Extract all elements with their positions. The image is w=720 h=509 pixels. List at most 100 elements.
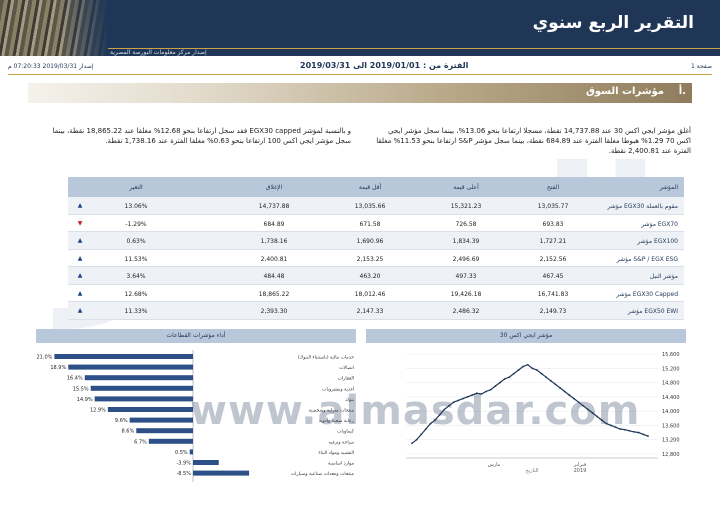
sector-bar (94, 396, 193, 402)
egx30-data-point (489, 388, 492, 391)
banner-divider (108, 48, 720, 49)
egx30-data-point (554, 383, 557, 386)
sector-category-label: التشييد ومواد البناء (318, 451, 354, 456)
open-value: 693.83 (542, 220, 564, 228)
table-body: مؤشر EGX30 مقوم بالعملة 13,035.77 15,321.2… (68, 197, 684, 320)
sector-category-label: منتجات منزلية وشخصية (309, 409, 355, 414)
sector-value-label: -3.9% (176, 461, 191, 467)
egx30-data-point (438, 413, 441, 416)
egx30-data-point (559, 387, 561, 389)
sector-value-label: 9.6% (115, 418, 128, 424)
high-value: 1,834.39 (452, 238, 480, 245)
arrow-up-icon: ▲ (77, 272, 83, 279)
arrow-down-icon: ▼ (77, 219, 83, 227)
sector-value-label: 0.5% (175, 450, 188, 456)
egx30-data-point (582, 404, 585, 407)
egx30-data-point (623, 428, 626, 431)
sector-value-label: 8.6% (122, 429, 135, 435)
table-row: مؤشر EGX30 مقوم بالعملة 13,035.77 15,321.2… (68, 197, 684, 215)
arrow-up-icon: ▲ (77, 254, 83, 262)
section-header: أ. مؤشرات السوق (28, 83, 692, 103)
egx30-data-point (499, 381, 501, 384)
egx30-data-point (443, 408, 446, 411)
egx30-data-point (605, 422, 608, 425)
sector-category-label: أغذية ومشروبات (322, 385, 355, 392)
report-period: الفترة من : 2019/01/01 الى 2019/03/31 (300, 61, 469, 70)
indices-table: المؤشر الفتح أعلى قيمة أقل قيمة الإغلاق … (68, 177, 684, 320)
sector-bar (90, 385, 193, 391)
col-header-change: التغير (129, 184, 143, 191)
y-tick-label: 13,200 (662, 438, 680, 444)
banner-photo (0, 0, 108, 56)
egx30-data-point (411, 442, 413, 445)
sector-bar-chart: 21.0% خدمات مالية (باستثناء البنوك) 18.9% ا… (36, 346, 356, 486)
low-value: 463.20 (359, 273, 381, 280)
report-meta: صفحة 1 الفترة من : 2019/01/01 الى 2019/0… (0, 60, 720, 72)
x-tick-label: مارس (488, 462, 501, 468)
sector-bar-chart-svg: 21.0% خدمات مالية (باستثناء البنوك) 18.9% ا… (37, 350, 355, 482)
x-axis-title: التاريخ (526, 468, 539, 474)
close-value: 484.48 (263, 273, 285, 280)
close-value: 18,865.22 (258, 290, 290, 298)
col-header-close: الإغلاق (265, 184, 283, 191)
egx30-data-point (415, 438, 418, 441)
index-name: مؤشر EGX70 (641, 220, 678, 228)
sector-value-label: 21.0% (37, 355, 53, 361)
open-value: 2,152.56 (539, 255, 567, 263)
index-name: مؤشر النيل (649, 273, 678, 280)
low-value: 18,012.46 (354, 290, 386, 298)
sector-value-label: 15.5% (73, 386, 89, 392)
high-value: 2,496.69 (452, 255, 480, 263)
y-tick-label: 14,400 (662, 395, 680, 401)
open-value: 1,727.21 (539, 238, 567, 245)
change-value: 11.53% (124, 255, 148, 263)
sector-bar (107, 407, 193, 412)
low-value: 671.58 (359, 220, 381, 228)
egx30-data-point (462, 397, 464, 400)
report-title: التقرير الربع سنوي (532, 13, 694, 33)
sector-value-label: 14.9% (77, 397, 93, 403)
low-value: 2,153.25 (356, 255, 384, 263)
egx30-data-point (642, 433, 645, 436)
table-row: مؤشر EGX100 1,727.21 1,834.39 1,690.96 1,738… (68, 232, 684, 250)
close-value: 2,400.81 (260, 255, 288, 263)
egx30-data-point (633, 430, 636, 433)
y-tick-label: 14,800 (662, 381, 680, 387)
egx30-line-chart: 15,600 15,200 14,800 14,400 14,000 13,600 13,2… (366, 346, 686, 476)
egx30-data-point (494, 385, 497, 388)
arrow-up-icon: ▲ (77, 237, 83, 244)
sector-bar (129, 417, 193, 423)
egx30-data-point (614, 426, 617, 429)
sector-category-label: كيماويات (337, 429, 355, 435)
y-tick-label: 15,600 (662, 352, 680, 358)
y-tick-label: 14,000 (662, 409, 680, 415)
index-name: مؤشر EGX50 EWI (627, 308, 678, 315)
summary-paragraph-left: و بالنسبة لمؤشر EGX30 capped فقد سجل ارت… (52, 127, 351, 145)
change-value: 13.06% (124, 203, 148, 210)
sector-value-label: 18.9% (50, 365, 66, 371)
egx30-data-point (577, 401, 580, 404)
egx30-data-point (503, 378, 506, 380)
low-value: 2,147.33 (356, 308, 384, 315)
sector-category-label: بنوك (345, 398, 354, 403)
index-name: مؤشر EGX30 Capped (616, 290, 678, 298)
low-value: 13,035.66 (354, 203, 386, 210)
egx30-data-point (610, 424, 612, 427)
sector-category-label: رعاية صحية وأدوية (319, 417, 354, 424)
close-value: 14,737.88 (258, 203, 290, 210)
page-number: صفحة 1 (691, 63, 712, 70)
y-tick-label: 13,600 (662, 423, 680, 429)
open-value: 467.45 (542, 273, 564, 280)
issue-timestamp: إصدار 2019/03/31 07:20:33 م (8, 63, 94, 70)
sector-category-label: العقارات (338, 377, 354, 382)
open-value: 13,035.77 (537, 203, 569, 210)
egx30-series-line (411, 364, 649, 444)
change-value: 12.68% (124, 290, 148, 298)
table-row: مؤشر EGX70 693.83 726.58 671.58 684.89 -1.29%… (68, 214, 684, 232)
egx30-data-point (586, 408, 589, 411)
egx30-data-point (485, 390, 487, 393)
table-row: مؤشر EGX30 Capped 16,741.83 19,426.18 18,01… (68, 284, 684, 302)
egx30-data-point (475, 392, 478, 395)
egx30-data-point (526, 363, 529, 366)
egx30-data-point (591, 412, 594, 414)
